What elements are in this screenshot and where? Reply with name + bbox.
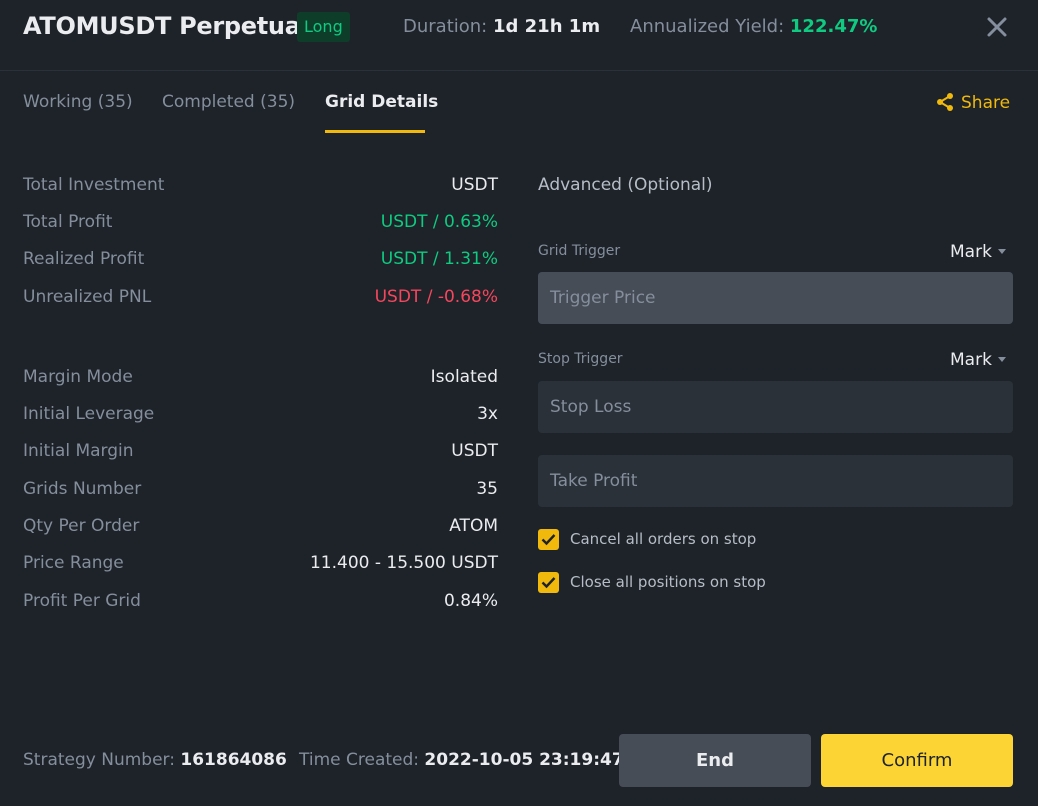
grid-trigger-label: Grid Trigger — [538, 243, 621, 259]
grids-number-row: Grids Number 35 — [23, 479, 498, 503]
chevron-down-icon — [997, 357, 1006, 362]
yield-label: Annualized Yield: — [630, 16, 785, 37]
strategy-number: Strategy Number: 161864086 — [23, 750, 287, 770]
stop-trigger-type-value: Mark — [950, 350, 992, 370]
total-investment-row: Total Investment USDT — [23, 175, 498, 199]
cancel-orders-label: Cancel all orders on stop — [570, 530, 757, 548]
margin-mode-row: Margin Mode Isolated — [23, 367, 498, 391]
grid-trigger-type-select[interactable]: Mark — [950, 242, 1006, 262]
tab-working[interactable]: Working (35) — [23, 92, 133, 112]
detail-label: Total Investment — [23, 175, 165, 195]
tab-grid-details[interactable]: Grid Details — [325, 92, 439, 112]
detail-value: 11.400 - 15.500 USDT — [309, 553, 498, 573]
detail-value: Isolated — [430, 367, 498, 387]
close-positions-label: Close all positions on stop — [570, 573, 766, 591]
share-icon — [937, 93, 953, 111]
detail-label: Unrealized PNL — [23, 287, 152, 307]
share-label: Share — [961, 93, 1011, 113]
take-profit-input[interactable]: Take Profit — [538, 455, 1013, 507]
time-created: Time Created: 2022-10-05 23:19:47 — [299, 750, 624, 770]
active-tab-indicator — [325, 130, 425, 133]
duration-stat: Duration: 1d 21h 1m — [403, 16, 600, 37]
confirm-button[interactable]: Confirm — [821, 734, 1013, 787]
detail-value: 0.84% — [443, 591, 498, 611]
detail-value: USDT / -0.68% — [374, 287, 498, 307]
tab-completed[interactable]: Completed (35) — [162, 92, 296, 112]
detail-value: USDT / 1.31% — [380, 249, 498, 269]
grid-trigger-type-value: Mark — [950, 242, 992, 262]
detail-label: Qty Per Order — [23, 516, 140, 536]
total-profit-row: Total Profit USDT / 0.63% — [23, 212, 498, 236]
detail-label: Total Profit — [23, 212, 113, 232]
direction-badge: Long — [297, 12, 350, 42]
end-button[interactable]: End — [619, 734, 811, 787]
detail-label: Realized Profit — [23, 249, 145, 269]
time-created-label: Time Created: — [299, 750, 420, 770]
detail-value: USDT — [451, 441, 498, 461]
detail-label: Profit Per Grid — [23, 591, 141, 611]
duration-value: 1d 21h 1m — [492, 16, 601, 37]
realized-profit-row: Realized Profit USDT / 1.31% — [23, 249, 498, 273]
time-created-value: 2022-10-05 23:19:47 — [424, 750, 624, 770]
strategy-number-value: 161864086 — [180, 750, 287, 770]
detail-value: 3x — [477, 404, 498, 424]
yield-value: 122.47% — [789, 16, 878, 37]
trigger-price-input[interactable]: Trigger Price — [538, 272, 1013, 324]
advanced-title: Advanced (Optional) — [538, 175, 713, 195]
qty-per-order-row: Qty Per Order ATOM — [23, 516, 498, 540]
detail-label: Initial Margin — [23, 441, 134, 461]
detail-label: Price Range — [23, 553, 124, 573]
duration-label: Duration: — [403, 16, 488, 37]
strategy-number-label: Strategy Number: — [23, 750, 175, 770]
stop-trigger-type-select[interactable]: Mark — [950, 350, 1006, 370]
profit-per-grid-row: Profit Per Grid 0.84% — [23, 591, 498, 615]
detail-value: 35 — [476, 479, 498, 499]
detail-label: Grids Number — [23, 479, 142, 499]
initial-margin-row: Initial Margin USDT — [23, 441, 498, 465]
chevron-down-icon — [997, 249, 1006, 254]
unrealized-pnl-row: Unrealized PNL USDT / -0.68% — [23, 287, 498, 311]
initial-leverage-row: Initial Leverage 3x — [23, 404, 498, 428]
share-button[interactable]: Share — [935, 92, 1010, 113]
stop-loss-input[interactable]: Stop Loss — [538, 381, 1013, 433]
modal-header: ATOMUSDT Perpetual Long Duration: 1d 21h… — [0, 0, 1038, 71]
detail-label: Initial Leverage — [23, 404, 155, 424]
detail-value: ATOM — [449, 516, 498, 536]
detail-value: USDT / 0.63% — [380, 212, 498, 232]
detail-value: USDT — [451, 175, 498, 195]
stop-trigger-label: Stop Trigger — [538, 351, 623, 367]
close-icon[interactable] — [984, 14, 1010, 40]
checkbox-checked-icon — [538, 529, 559, 550]
page-title: ATOMUSDT Perpetual — [23, 12, 309, 40]
annualized-yield-stat: Annualized Yield: 122.47% — [630, 16, 877, 37]
price-range-row: Price Range 11.400 - 15.500 USDT — [23, 553, 498, 577]
tab-bar: Working (35) Completed (35) Grid Details… — [0, 72, 1038, 134]
detail-label: Margin Mode — [23, 367, 133, 387]
checkbox-checked-icon — [538, 572, 559, 593]
